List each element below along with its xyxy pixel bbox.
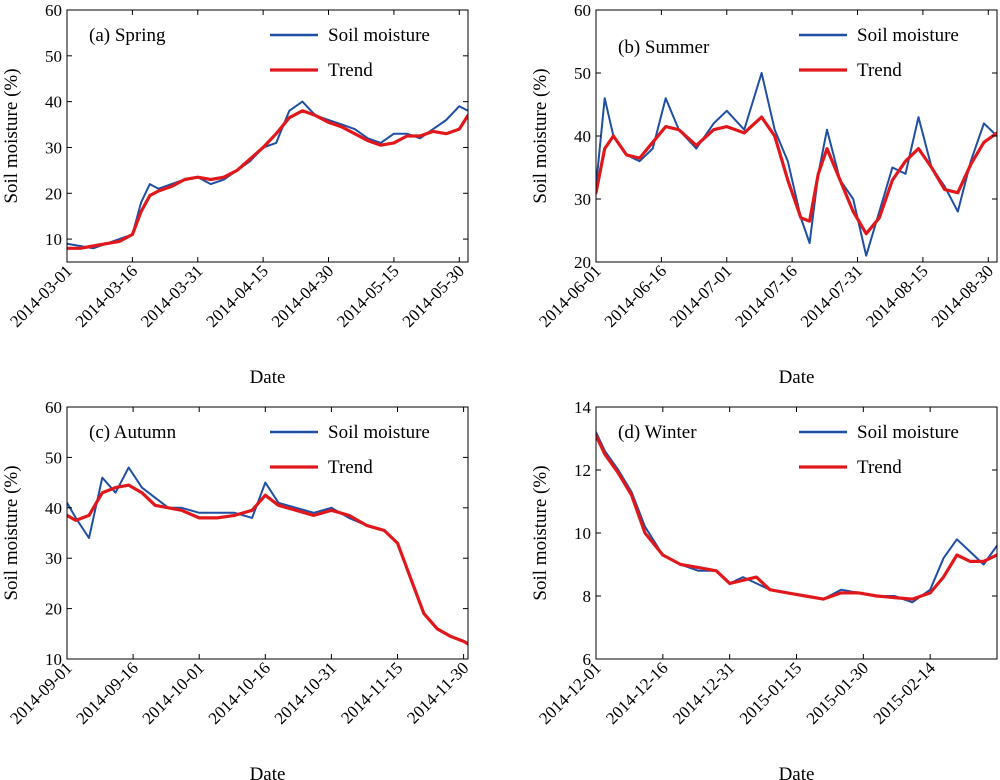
y-tick-label: 60 — [45, 398, 62, 417]
y-tick-label: 14 — [574, 398, 592, 417]
y-axis-label: Soil moisture (%) — [530, 465, 551, 600]
x-axis-label: Date — [779, 367, 815, 388]
legend-label-trend: Trend — [857, 457, 902, 478]
x-tick-label: 2014-11-15 — [337, 658, 406, 727]
legend-label-soil-moisture: Soil moisture — [328, 422, 430, 443]
soil-moisture-series-line — [67, 100, 468, 250]
plot-frame — [66, 9, 469, 263]
y-tick-label: 20 — [574, 253, 591, 272]
y-tick-label: 40 — [574, 127, 591, 146]
trend-series-line — [596, 433, 997, 601]
y-tick-label: 30 — [45, 549, 62, 568]
y-tick-label: 60 — [45, 1, 62, 20]
x-tick-label: 2014-04-30 — [268, 261, 338, 331]
x-tick-label: 2014-10-16 — [205, 658, 275, 728]
y-axis-label: Soil moisture (%) — [1, 68, 22, 203]
x-axis-label: Date — [779, 764, 815, 780]
x-tick-label: 2014-06-16 — [601, 261, 671, 331]
x-tick-label: 2015-02-14 — [869, 658, 939, 728]
x-tick-label: 2015-01-15 — [736, 658, 806, 728]
y-tick-label: 50 — [45, 448, 62, 467]
y-tick-label: 40 — [45, 499, 62, 518]
legend-label-soil-moisture: Soil moisture — [328, 25, 430, 46]
trend-series-line — [67, 109, 468, 250]
x-tick-label: 2015-01-30 — [803, 658, 873, 728]
y-axis-label: Soil moisture (%) — [530, 68, 551, 203]
y-tick-label: 12 — [574, 461, 591, 480]
y-tick-label: 60 — [574, 1, 591, 20]
legend-label-trend: Trend — [328, 457, 373, 478]
x-tick-label: 2014-08-15 — [862, 261, 932, 331]
panel-title: (b) Summer — [618, 37, 710, 58]
plot-frame — [66, 406, 469, 660]
trend-series-line — [67, 483, 468, 646]
x-tick-label: 2014-03-01 — [6, 261, 76, 331]
x-tick-label: 2014-07-01 — [666, 261, 736, 331]
trend-series-line — [596, 115, 997, 236]
y-tick-label: 50 — [45, 47, 62, 66]
panel-title: (d) Winter — [618, 422, 697, 443]
panel-title: (a) Spring — [89, 25, 166, 46]
x-axis-label: Date — [250, 367, 286, 388]
x-tick-label: 2014-10-31 — [271, 658, 341, 728]
panel-title: (c) Autumn — [89, 422, 177, 443]
x-tick-label: 2014-05-30 — [399, 261, 469, 331]
legend-label-soil-moisture: Soil moisture — [857, 422, 959, 443]
panel-2: 20 30 40 50 60 2014-06-012014-06-162014-07-01… — [530, 1, 998, 388]
y-tick-label: 10 — [45, 230, 62, 249]
x-tick-label: 2014-03-31 — [137, 261, 207, 331]
plot-frame — [595, 406, 998, 660]
x-tick-label: 2014-07-31 — [797, 261, 867, 331]
y-tick-label: 50 — [574, 64, 591, 83]
soil-moisture-series-line — [67, 466, 468, 645]
y-tick-label: 20 — [45, 184, 62, 203]
x-tick-label: 2014-03-16 — [72, 261, 142, 331]
x-tick-label: 2014-07-16 — [731, 261, 801, 331]
y-tick-label: 30 — [574, 190, 591, 209]
x-tick-label: 2014-04-15 — [202, 261, 272, 331]
x-tick-label: 2014-08-30 — [928, 261, 998, 331]
y-axis-label: Soil moisture (%) — [1, 465, 22, 600]
legend-label-soil-moisture: Soil moisture — [857, 25, 959, 46]
y-tick-label: 20 — [45, 600, 62, 619]
x-tick-label: 2014-10-01 — [138, 658, 208, 728]
x-axis-label: Date — [250, 764, 286, 780]
y-tick-label: 10 — [45, 650, 62, 669]
y-tick-label: 40 — [45, 93, 62, 112]
panel-3: 1020304050602014-09-012014-09-162014-10-… — [1, 398, 472, 780]
x-tick-label: 2014-05-15 — [333, 261, 403, 331]
y-tick-label: 10 — [574, 524, 591, 543]
y-tick-label: 6 — [583, 650, 592, 669]
soil-moisture-series-line — [596, 431, 997, 604]
legend-label-trend: Trend — [857, 60, 902, 81]
x-tick-label: 2014-12-31 — [669, 658, 739, 728]
x-tick-label: 2014-06-01 — [535, 261, 605, 331]
x-tick-label: 2014-11-30 — [403, 658, 472, 727]
x-tick-label: 2014-09-16 — [72, 658, 142, 728]
legend-label-trend: Trend — [328, 60, 373, 81]
y-tick-label: 30 — [45, 138, 62, 157]
panel-1: 10 20 30 40 50 60 2014-03-012014-03-162014-03-… — [1, 1, 469, 388]
x-tick-label: 2014-12-01 — [535, 658, 605, 728]
x-tick-label: 2014-12-16 — [602, 658, 672, 728]
soil-moisture-series-line — [596, 72, 997, 257]
y-tick-label: 8 — [583, 587, 592, 606]
x-tick-label: 2014-09-01 — [6, 658, 76, 728]
panel-4: 681012142014-12-012014-12-162014-12-3120… — [530, 398, 998, 780]
